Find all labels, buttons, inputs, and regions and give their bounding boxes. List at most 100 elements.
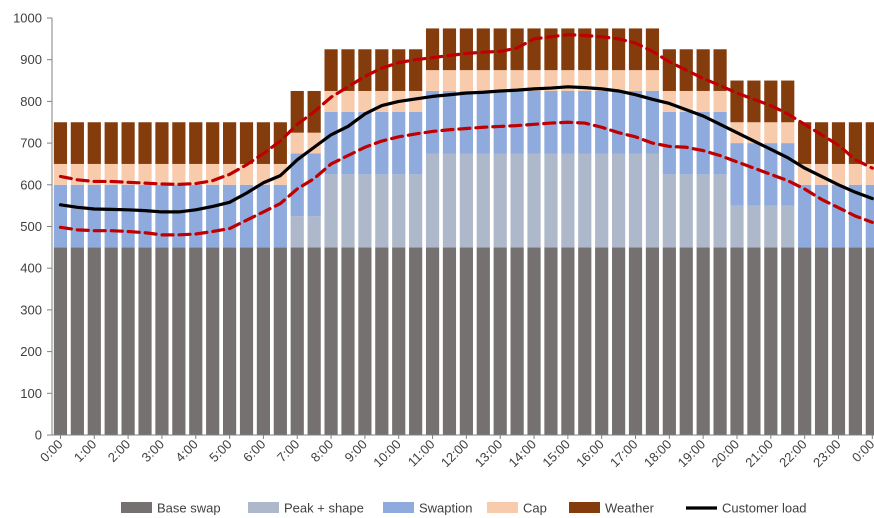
- bar-segment-base-swap: [814, 247, 829, 435]
- x-tick-label: 1:00: [71, 437, 100, 466]
- bar-segment-swaption: [223, 184, 237, 248]
- bar-segment-cap: [612, 70, 626, 91]
- bar-segment-weather: [425, 28, 440, 71]
- legend-swatch-base-swap: [121, 502, 152, 513]
- x-tick-label: 11:00: [405, 437, 438, 470]
- bar-segment-peak-shape: [612, 153, 626, 248]
- bar-segment-cap: [172, 163, 186, 185]
- bar-segment-weather: [273, 122, 287, 164]
- bar-segment-base-swap: [713, 247, 727, 435]
- legend-label-cap: Cap: [523, 501, 547, 516]
- bar-segment-cap: [121, 163, 135, 185]
- bar-segment-cap: [409, 90, 423, 112]
- bar-segment-peak-shape: [341, 174, 355, 248]
- bar-segment-swaption: [493, 90, 507, 154]
- bar-segment-swaption: [781, 143, 795, 206]
- legend-swatch-peak-shape: [248, 502, 279, 513]
- bar-segment-base-swap: [764, 247, 778, 435]
- bar-segment-cap: [256, 163, 271, 185]
- bar-segment-base-swap: [307, 247, 321, 435]
- bar-segment-peak-shape: [747, 205, 761, 248]
- x-tick-label: 2:00: [105, 437, 134, 466]
- bar-segment-peak-shape: [713, 174, 727, 248]
- legend-label-base-swap: Base swap: [157, 501, 221, 516]
- bar-segment-weather: [645, 28, 660, 71]
- bar-segment-base-swap: [865, 247, 874, 435]
- legend-label-peak-shape: Peak + shape: [284, 501, 364, 516]
- bar-segment-cap: [662, 90, 676, 112]
- bar-segment-peak-shape: [476, 153, 490, 248]
- bar-segment-swaption: [375, 111, 389, 175]
- bar-segment-peak-shape: [730, 205, 744, 248]
- bar-segment-cap: [324, 90, 338, 112]
- bar-segment-weather: [70, 122, 84, 164]
- axes-layer: [47, 17, 874, 439]
- bar-segment-cap: [239, 163, 254, 185]
- bar-segment-swaption: [70, 184, 84, 248]
- bar-segment-swaption: [392, 111, 406, 175]
- bar-segment-swaption: [53, 184, 68, 248]
- bar-segment-cap: [476, 70, 490, 91]
- bar-segment-swaption: [138, 184, 152, 248]
- bar-segment-cap: [595, 70, 609, 91]
- bar-segment-swaption: [172, 184, 186, 248]
- bar-segment-base-swap: [578, 247, 592, 435]
- bar-segment-peak-shape: [392, 174, 406, 248]
- bar-segment-weather: [324, 49, 338, 91]
- legend-swatch-weather: [569, 502, 600, 513]
- bar-segment-weather: [239, 122, 254, 164]
- bar-segment-weather: [53, 122, 68, 164]
- bar-segment-base-swap: [612, 247, 626, 435]
- bar-segment-base-swap: [273, 247, 287, 435]
- bar-segment-swaption: [459, 90, 473, 154]
- y-tick-label: 900: [20, 52, 42, 67]
- bar-segment-base-swap: [70, 247, 84, 435]
- bar-segment-peak-shape: [324, 174, 338, 248]
- bar-segment-base-swap: [87, 247, 101, 435]
- legend-label-customer-load: Customer load: [722, 501, 807, 516]
- bar-segment-cap: [578, 70, 592, 91]
- bar-segment-cap: [459, 70, 473, 91]
- legend-label-weather: Weather: [605, 501, 655, 516]
- x-tick-label: 16:00: [573, 437, 607, 471]
- bar-segment-cap: [87, 163, 101, 185]
- bar-segment-weather: [138, 122, 152, 164]
- bar-segment-peak-shape: [527, 153, 541, 248]
- bar-segment-weather: [612, 28, 626, 71]
- bar-segment-base-swap: [138, 247, 152, 435]
- bar-segment-base-swap: [459, 247, 473, 435]
- y-tick-label: 500: [20, 219, 42, 234]
- bar-segment-swaption: [595, 90, 609, 154]
- bar-segment-base-swap: [409, 247, 423, 435]
- bar-segment-weather: [392, 49, 406, 91]
- bar-segment-weather: [409, 49, 423, 91]
- x-tick-label: 10:00: [370, 437, 404, 471]
- bar-segment-base-swap: [798, 247, 812, 435]
- bar-segment-swaption: [814, 184, 829, 248]
- bar-segment-swaption: [155, 184, 169, 248]
- bar-segment-swaption: [510, 90, 524, 154]
- bar-segment-cap: [848, 163, 862, 185]
- x-tick-label: 0:00: [849, 437, 874, 466]
- bar-segment-weather: [747, 80, 761, 123]
- bar-segment-weather: [223, 122, 237, 164]
- x-tick-label: 4:00: [172, 437, 201, 466]
- bar-segment-weather: [189, 122, 203, 164]
- bar-segment-base-swap: [831, 247, 846, 435]
- bar-segment-weather: [578, 28, 592, 71]
- bar-segment-swaption: [662, 111, 676, 175]
- y-tick-label: 800: [20, 94, 42, 109]
- bar-segment-peak-shape: [425, 153, 440, 248]
- bar-segment-swaption: [358, 111, 372, 175]
- x-tick-label: 6:00: [240, 437, 269, 466]
- bar-segment-base-swap: [425, 247, 440, 435]
- bar-segment-weather: [730, 80, 744, 123]
- bar-segment-swaption: [307, 153, 321, 217]
- bar-segment-cap: [544, 70, 558, 91]
- bar-segment-swaption: [273, 184, 287, 248]
- x-tick-label: 3:00: [139, 437, 168, 466]
- bar-segment-peak-shape: [459, 153, 473, 248]
- bar-segment-swaption: [121, 184, 135, 248]
- bar-segment-weather: [442, 28, 457, 71]
